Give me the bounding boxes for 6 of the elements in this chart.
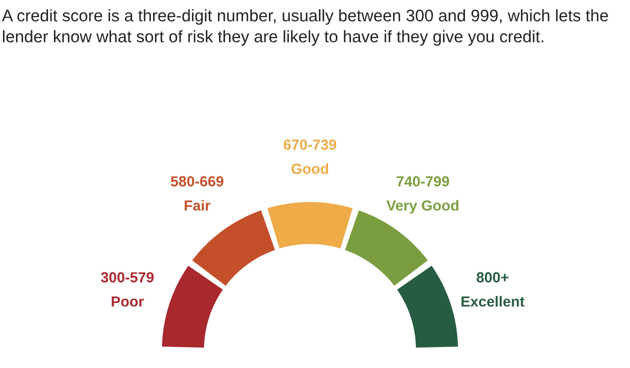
slice-label: 670-739 Good <box>284 140 336 174</box>
chart-title: A credit score is a three-digit number, usually between 300 and 999, which lets the lender know what sort of risk they are likely to have if they give you credit. <box>2 9 608 46</box>
slice-label: 740-799 Very Good <box>386 176 458 214</box>
slice-label: 300-579 Poor <box>100 272 154 307</box>
slice-label: 580-669 Fair <box>170 176 224 211</box>
slice-label: 800+ Excellent <box>462 272 524 307</box>
